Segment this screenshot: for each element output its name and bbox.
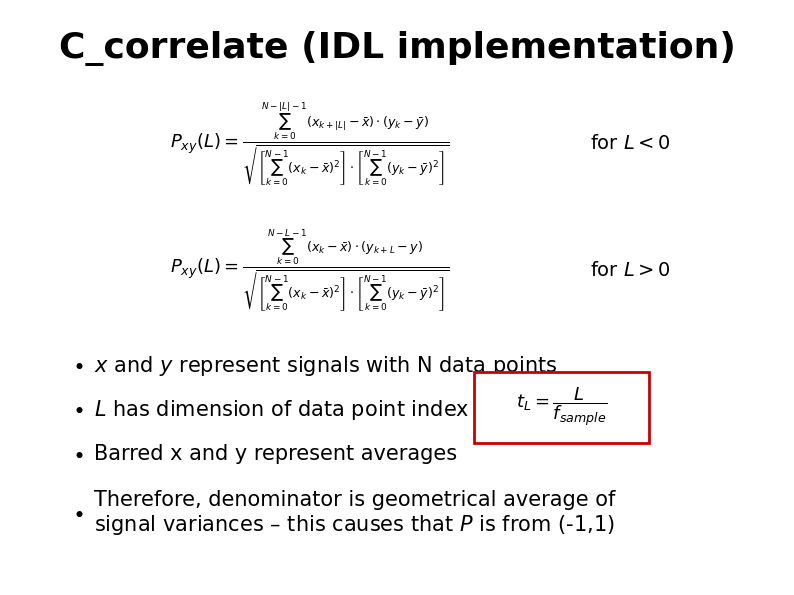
Text: Therefore, denominator is geometrical average of
signal variances – this causes : Therefore, denominator is geometrical av…: [94, 490, 615, 537]
Text: $t_L = \dfrac{L}{f_{sample}}$: $t_L = \dfrac{L}{f_{sample}}$: [515, 386, 607, 428]
Text: $\bullet$: $\bullet$: [72, 356, 84, 375]
Text: Barred x and y represent averages: Barred x and y represent averages: [94, 444, 457, 465]
Text: $x$ and $y$ represent signals with N data points: $x$ and $y$ represent signals with N dat…: [94, 353, 557, 378]
Text: $\text{for } L > 0$: $\text{for } L > 0$: [590, 261, 671, 280]
Text: $P_{xy}(L) = \frac{\sum_{k=0}^{N-|L|-1}(x_{k+|L|} - \bar{x}) \cdot (y_k - \bar{y: $P_{xy}(L) = \frac{\sum_{k=0}^{N-|L|-1}(…: [170, 99, 449, 187]
Text: C_correlate (IDL implementation): C_correlate (IDL implementation): [59, 31, 735, 66]
Text: $L$ has dimension of data point index and: $L$ has dimension of data point index an…: [94, 398, 515, 422]
Text: $\bullet$: $\bullet$: [72, 503, 84, 524]
Text: $\bullet$: $\bullet$: [72, 444, 84, 465]
Text: $\bullet$: $\bullet$: [72, 400, 84, 420]
FancyBboxPatch shape: [473, 371, 649, 443]
Text: $P_{xy}(L) = \frac{\sum_{k=0}^{N-L-1}(x_k - \bar{x}) \cdot (y_{k+L} - y)}{\sqrt{: $P_{xy}(L) = \frac{\sum_{k=0}^{N-L-1}(x_…: [170, 227, 449, 314]
Text: $\text{for } L < 0$: $\text{for } L < 0$: [590, 134, 671, 153]
